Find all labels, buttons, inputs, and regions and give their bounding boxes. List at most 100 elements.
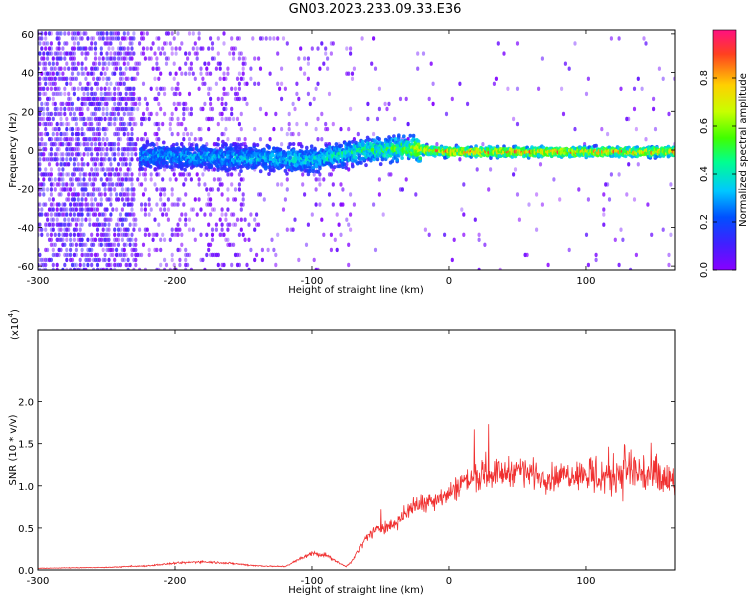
spectrogram-cell: [229, 143, 233, 148]
spectrogram-cell: [147, 232, 151, 237]
spectrogram-cell: [322, 232, 326, 237]
spectrogram-cell: [427, 232, 431, 237]
spectrogram-cell: [166, 31, 170, 36]
spectrogram-cell: [573, 126, 577, 132]
spectrogram-cell: [103, 172, 107, 177]
spectrogram-cell: [207, 222, 211, 227]
spectrogram-cell: [90, 247, 94, 253]
spectrogram-cell: [107, 121, 111, 127]
spectrogram-cell: [65, 207, 69, 212]
spectrogram-cell: [241, 76, 245, 82]
spectrogram-cell: [233, 197, 238, 202]
spectrogram-cell: [47, 61, 52, 66]
spectrogram-cell: [634, 252, 639, 258]
spectrogram-cell: [163, 86, 167, 92]
spectrogram-cell: [205, 252, 209, 258]
spectrogram-cell: [82, 177, 86, 182]
spectrogram-cell: [304, 121, 309, 127]
spectrogram-cell: [65, 76, 69, 82]
spectrogram-cell: [316, 169, 321, 174]
spectrogram-cell: [326, 66, 330, 71]
spectrogram-cell: [59, 227, 63, 232]
spectrogram-cell: [373, 247, 378, 253]
spectrogram-cell: [113, 242, 117, 247]
spectrogram-cell: [299, 66, 303, 71]
spectrogram-cell: [101, 212, 105, 217]
spectrogram-cell: [286, 145, 291, 150]
spectrogram-cell: [253, 56, 257, 61]
spectrogram-cell: [438, 152, 442, 157]
spectrogram-cell: [170, 111, 174, 117]
spectrogram-cell: [51, 202, 55, 207]
spectrogram-cell: [46, 131, 50, 137]
spectrogram-cell: [661, 227, 665, 232]
spectrogram-cell: [93, 41, 98, 46]
spectrogram-cell: [210, 41, 215, 46]
spectrogram-cell: [207, 46, 211, 51]
spectrogram-cell: [115, 167, 119, 172]
spectrogram-cell: [128, 121, 132, 127]
spectrogram-cell: [40, 36, 44, 41]
spectrogram-cell: [170, 257, 174, 263]
spectrogram-cell: [111, 167, 115, 172]
spectrogram-cell: [99, 142, 103, 147]
spectrogram-cell: [72, 172, 76, 177]
spectrogram-cell: [101, 31, 105, 36]
spectrogram-cell: [76, 41, 80, 46]
spectrogram-cell: [76, 126, 80, 132]
spectrogram-cell: [197, 182, 201, 187]
spectrogram-cell: [287, 126, 291, 132]
spectrogram-cell: [375, 157, 380, 162]
spectrogram-cell: [195, 212, 199, 217]
spectrogram-cell: [122, 257, 126, 263]
spectrogram-cell: [86, 51, 90, 56]
spectrogram-cell: [324, 143, 329, 148]
spectrogram-cell: [199, 137, 203, 142]
spectrogram-cell: [237, 172, 241, 177]
spectrogram-cell: [70, 101, 75, 107]
spectrogram-cell: [249, 247, 253, 253]
spectrogram-cell: [667, 262, 671, 268]
spectrogram-cell: [46, 111, 50, 117]
spectrogram-cell: [38, 111, 42, 117]
spectrogram-cell: [241, 71, 245, 76]
spectrogram-cell: [237, 182, 241, 187]
spectrogram-cell: [72, 36, 76, 41]
spectrogram-cell: [80, 61, 84, 66]
spectrogram-cell: [134, 66, 138, 71]
spectrogram-cell: [86, 252, 90, 258]
spectrogram-cell: [86, 262, 90, 268]
spectrogram-cell: [224, 217, 228, 222]
spectrogram-cell: [53, 81, 57, 87]
spectrogram-cell: [63, 217, 67, 222]
spectrogram-cell: [120, 222, 124, 227]
spectrogram-cell: [107, 222, 111, 227]
spectrogram-cell: [311, 165, 316, 170]
spectrogram-cell: [205, 187, 209, 192]
spectrogram-cell: [78, 182, 82, 187]
spectrogram-cell: [116, 172, 121, 177]
spectrogram-cell: [182, 131, 186, 137]
spectrogram-cell: [53, 101, 57, 107]
spectrogram-cell: [44, 222, 48, 227]
spectrogram-cell: [303, 71, 307, 76]
spectrogram-cell: [132, 96, 136, 102]
spectrogram-cell: [222, 131, 226, 137]
spectrogram-cell: [63, 131, 67, 137]
spectrogram-cell: [65, 147, 69, 152]
spectrogram-cell: [82, 131, 86, 137]
spectrogram-cell: [99, 86, 103, 92]
spectrogram-cell: [74, 247, 78, 253]
spectrogram-cell: [280, 96, 284, 102]
spectrogram-cell: [55, 91, 59, 97]
spectrogram-cell: [63, 31, 67, 36]
spectrogram-cell: [46, 232, 50, 237]
spectrogram-cell: [116, 86, 121, 92]
spectrogram-cell: [184, 192, 188, 197]
spectrogram-cell: [170, 165, 174, 170]
spectrogram-cell: [116, 227, 121, 232]
spectrogram-cell: [143, 232, 147, 237]
spectrogram-cell: [86, 202, 90, 207]
spectrogram-cell: [143, 187, 147, 192]
spectrogram-cell: [59, 121, 63, 127]
